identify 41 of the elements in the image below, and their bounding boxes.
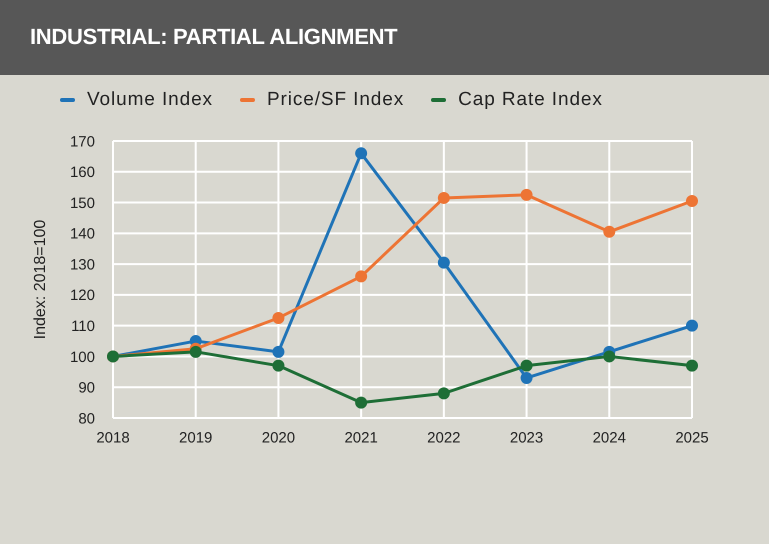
point <box>190 346 202 358</box>
y-tick-label: 100 <box>70 348 95 366</box>
point <box>355 270 368 282</box>
y-axis-title: Index: 2018=100 <box>32 220 48 340</box>
point <box>438 256 450 269</box>
x-tick-label: 2022 <box>427 430 461 447</box>
y-tick-label: 120 <box>70 287 95 304</box>
y-tick-label: 140 <box>70 226 95 243</box>
point <box>686 320 698 332</box>
x-tick-label: 2020 <box>262 430 296 447</box>
point <box>438 387 450 400</box>
legend-label: Volume Index <box>87 89 213 111</box>
point <box>603 350 616 362</box>
point <box>272 312 284 324</box>
legend-label: Cap Rate Index <box>458 89 603 111</box>
point <box>520 360 533 372</box>
y-tick-label: 160 <box>70 164 95 182</box>
chart-title: INDUSTRIAL: PARTIAL ALIGNMENT <box>30 24 398 50</box>
y-tick-label: 110 <box>71 318 95 335</box>
point <box>686 195 698 208</box>
y-tick-label: 80 <box>78 410 95 428</box>
x-tick-label: 2024 <box>592 430 626 447</box>
point <box>438 192 450 204</box>
point <box>355 396 368 409</box>
x-tick-label: 2021 <box>344 430 378 447</box>
x-tick-label: 2025 <box>675 430 709 447</box>
x-tick-label: 2018 <box>96 430 130 447</box>
point <box>355 147 368 160</box>
x-tick-label: 2019 <box>179 430 212 447</box>
point <box>686 360 698 372</box>
point <box>603 226 616 238</box>
y-tick-label: 90 <box>78 380 95 397</box>
y-tick-label: 150 <box>70 194 95 212</box>
point <box>272 346 284 358</box>
y-tick-label: 130 <box>70 256 95 274</box>
legend-label: Price/SF Index <box>266 89 404 111</box>
point <box>520 372 533 384</box>
point <box>520 188 533 201</box>
y-tick-label: 170 <box>70 133 95 150</box>
x-tick-label: 2023 <box>510 430 544 447</box>
point <box>272 360 284 372</box>
